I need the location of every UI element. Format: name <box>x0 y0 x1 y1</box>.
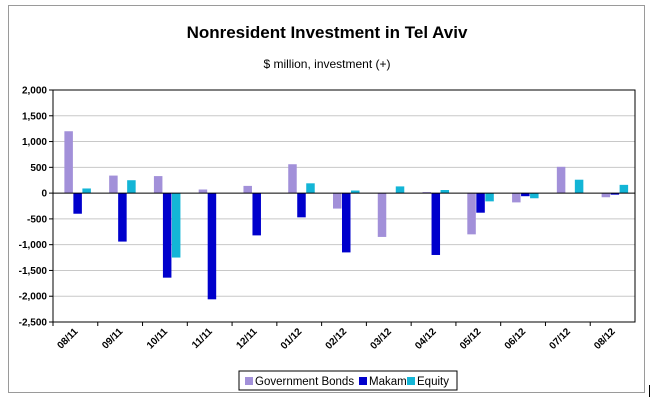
x-tick-label: 01/12 <box>279 326 305 352</box>
text-cursor-mark <box>649 385 650 397</box>
bar-government-bonds <box>512 193 521 203</box>
chart-area: Nonresident Investment in Tel Aviv $ mil… <box>8 5 645 393</box>
bar-government-bonds <box>198 189 208 194</box>
x-tick-label: 12/11 <box>234 326 259 351</box>
bar-equity <box>440 190 450 194</box>
x-tick-label: 05/12 <box>458 326 484 352</box>
legend: Government Bonds Makam Equity <box>238 370 458 391</box>
chart-title: Nonresident Investment in Tel Aviv <box>187 23 468 42</box>
bar-equity <box>171 193 181 258</box>
bar-makam <box>73 193 82 214</box>
bar-makam <box>162 193 172 278</box>
bars <box>64 131 629 300</box>
y-tick-label: -1,000 <box>19 240 48 251</box>
legend-label-equity: Equity <box>417 376 449 388</box>
y-tick-label: -2,000 <box>19 292 48 303</box>
bar-government-bonds <box>556 166 566 194</box>
bar-equity <box>530 193 539 199</box>
plot-border <box>52 89 636 323</box>
bar-makam <box>431 193 441 255</box>
bar-makam <box>207 193 217 300</box>
y-tick-label: 1,500 <box>22 111 47 122</box>
axes <box>52 89 636 323</box>
bar-equity <box>306 183 315 194</box>
x-tick-label: 04/12 <box>413 326 439 352</box>
bar-makam <box>610 193 620 195</box>
x-tick-label: 09/11 <box>100 326 125 351</box>
legend-label-government-bonds: Government Bonds <box>255 376 354 388</box>
legend-swatch-makam <box>359 377 367 385</box>
chart-svg: Nonresident Investment in Tel Aviv $ mil… <box>19 23 636 391</box>
bar-government-bonds <box>109 175 118 194</box>
bar-government-bonds <box>377 193 387 237</box>
x-tick-labels: 08/11 09/11 10/11 11/11 12/11 01/12 02/12 03/12… <box>52 322 618 352</box>
bar-government-bonds <box>153 176 163 194</box>
x-tick-label: 08/12 <box>592 326 618 352</box>
y-tick-label: 500 <box>30 163 47 174</box>
bar-makam <box>252 193 261 236</box>
bar-makam <box>342 193 351 253</box>
bar-equity <box>351 190 360 194</box>
x-tick-label: 02/12 <box>324 326 350 352</box>
y-tick-label: -1,500 <box>19 266 48 277</box>
y-tick-labels: 2,000 1,500 1,000 500 0 -500 -1,000 -1,500 -2,00… <box>19 86 48 329</box>
bar-makam <box>521 193 530 197</box>
y-tick-label: -2,500 <box>19 318 48 329</box>
y-tick-label: 0 <box>41 189 47 200</box>
y-tick-label: 2,000 <box>22 86 47 97</box>
legend-label-makam: Makam <box>369 376 407 388</box>
x-tick-label: 03/12 <box>368 326 394 352</box>
bar-makam <box>118 193 127 242</box>
legend-box <box>238 370 458 391</box>
bar-equity <box>395 186 405 194</box>
bar-equity <box>485 193 494 202</box>
bar-government-bonds <box>64 131 73 194</box>
bar-government-bonds <box>243 185 252 194</box>
bar-equity <box>127 180 136 194</box>
legend-swatch-equity <box>407 377 415 385</box>
x-tick-label: 07/12 <box>547 326 573 352</box>
bar-government-bonds <box>333 193 342 209</box>
bar-equity <box>574 179 584 194</box>
bar-makam <box>297 193 306 218</box>
bar-government-bonds <box>422 192 432 194</box>
legend-swatch-government-bonds <box>245 377 253 385</box>
x-tick-label: 10/11 <box>145 326 170 351</box>
bar-equity <box>82 188 91 194</box>
bar-government-bonds <box>288 164 297 194</box>
bar-makam <box>476 193 485 213</box>
chart-subtitle: $ million, investment (+) <box>263 57 390 71</box>
x-tick-label: 06/12 <box>503 326 529 352</box>
x-tick-label: 08/11 <box>55 326 80 351</box>
bar-government-bonds <box>601 193 611 198</box>
bar-government-bonds <box>467 193 476 235</box>
bar-equity <box>619 184 629 194</box>
x-tick-label: 11/11 <box>190 326 215 351</box>
y-tick-label: 1,000 <box>22 137 47 148</box>
y-tick-label: -500 <box>27 214 47 225</box>
